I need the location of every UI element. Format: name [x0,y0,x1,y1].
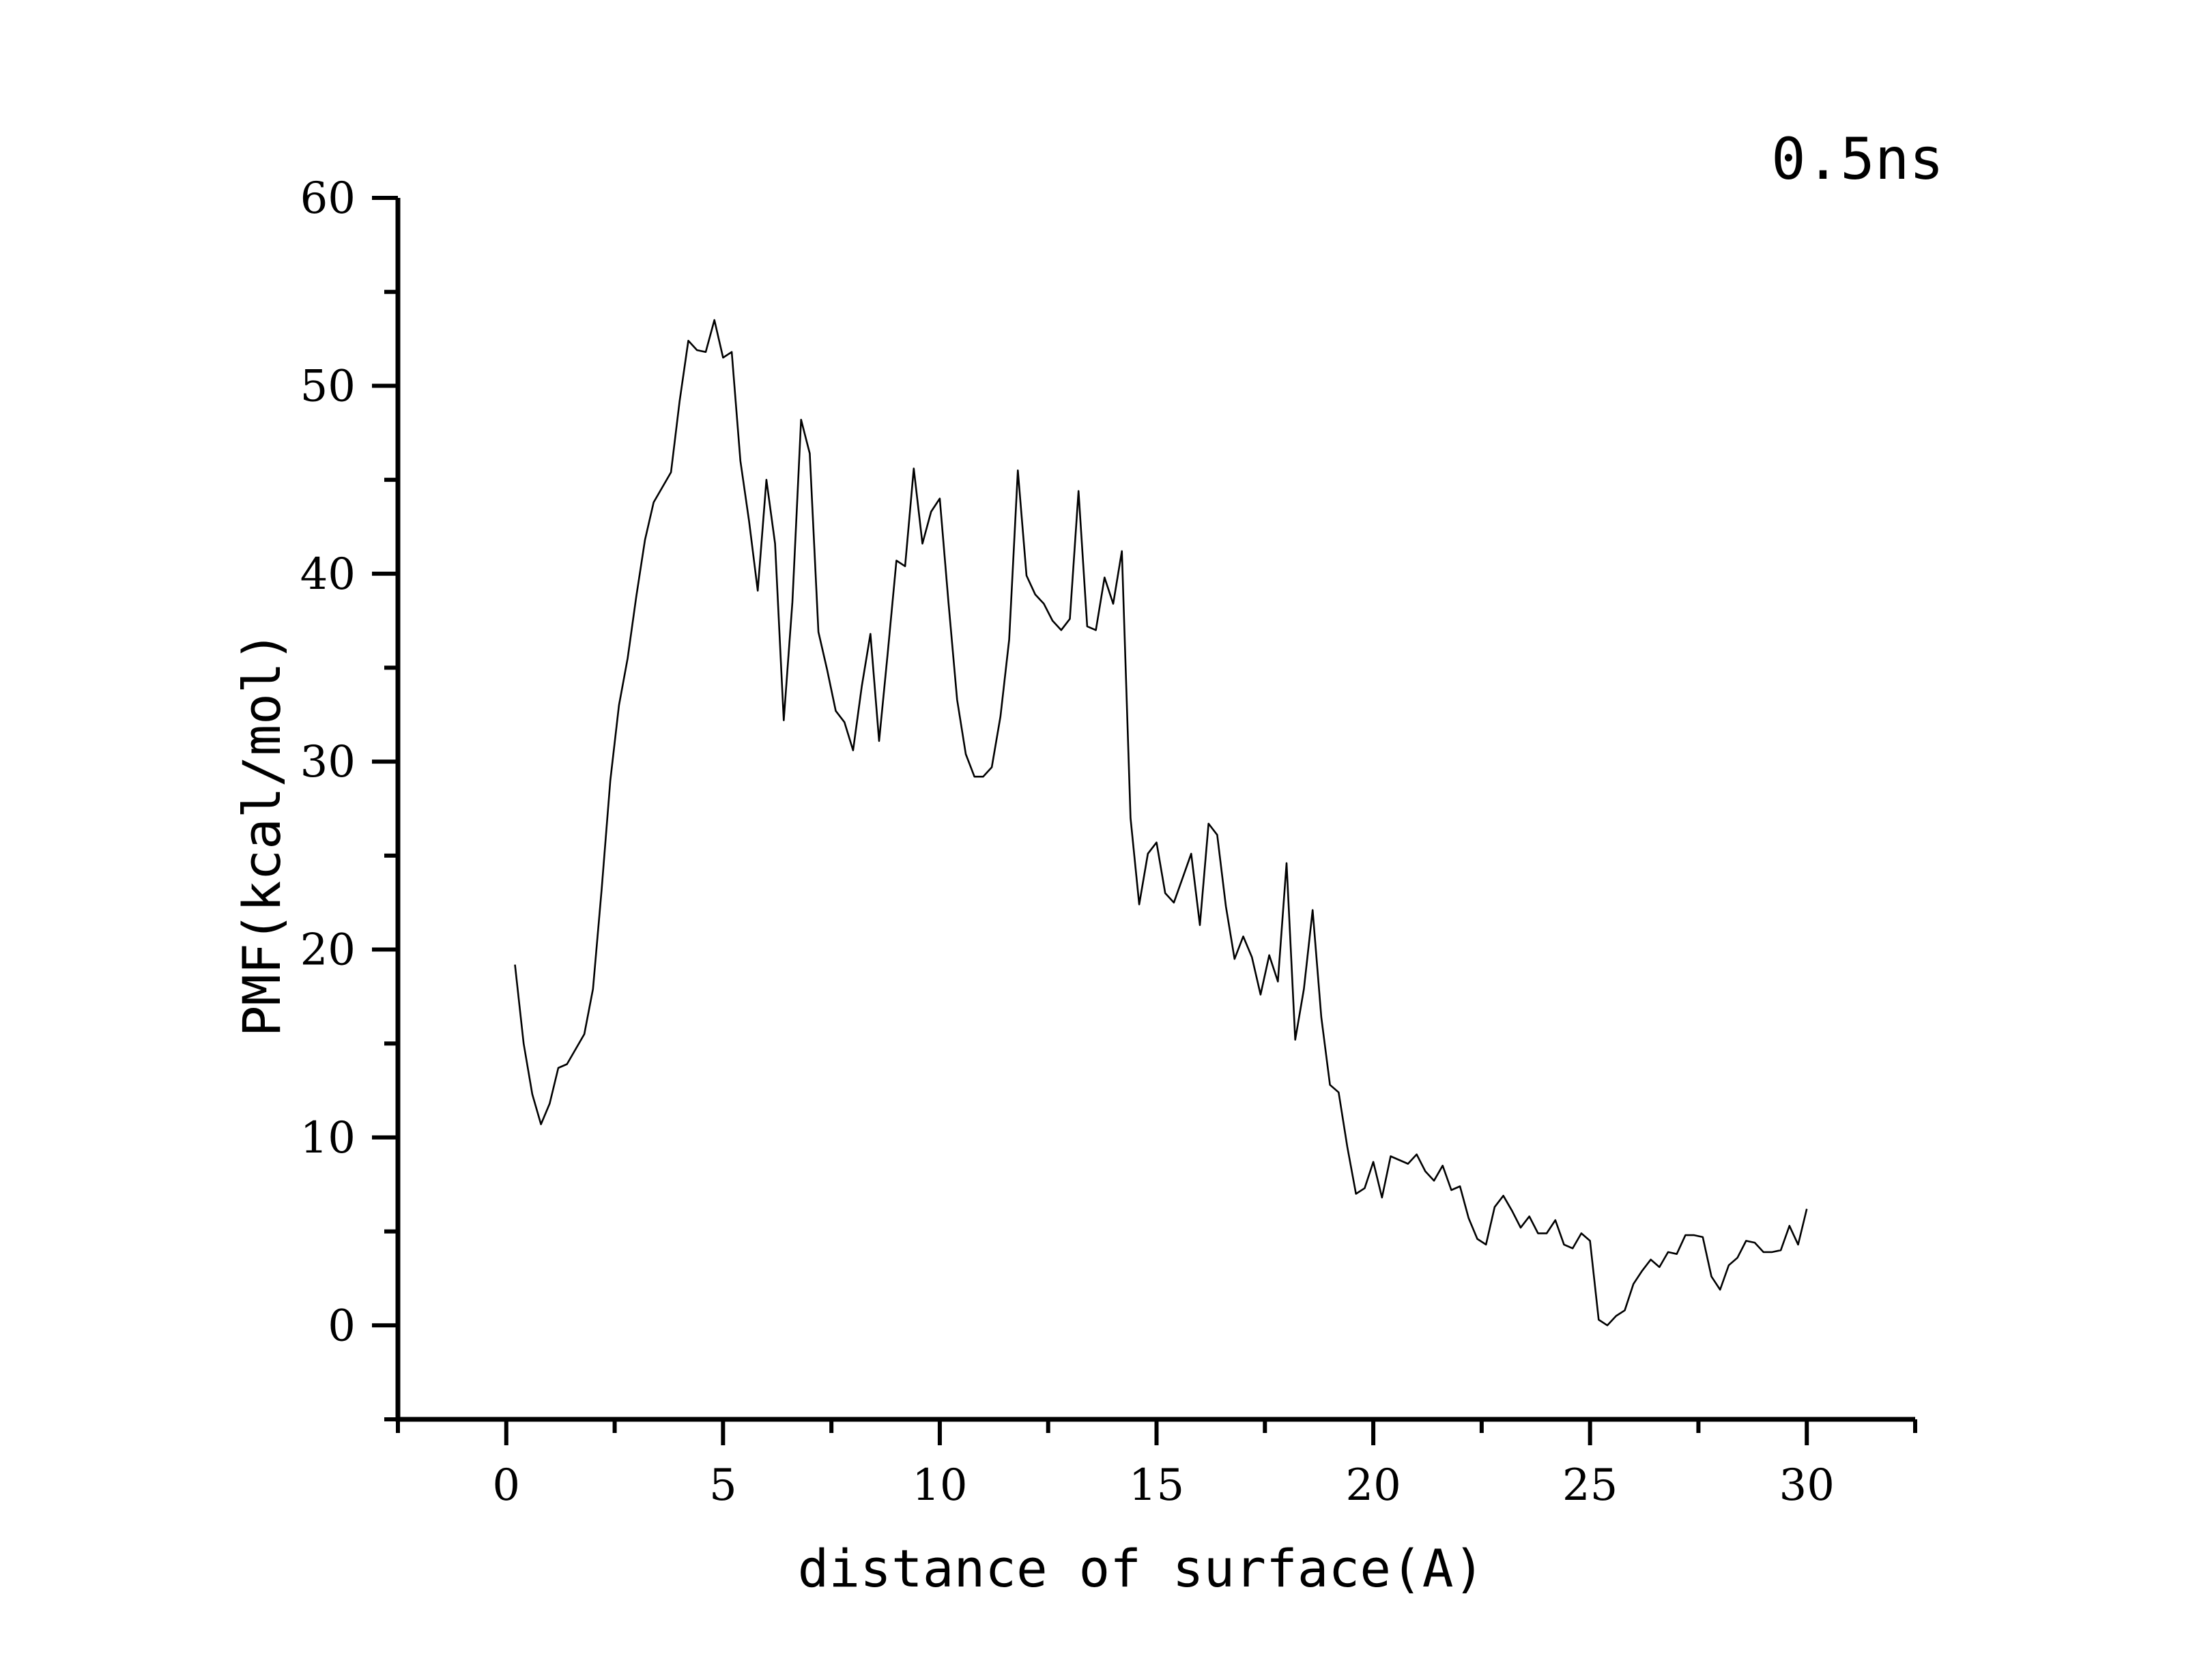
y-tick-label: 40 [300,549,356,600]
series-line-pmf [514,319,1808,1327]
y-tick-label: 10 [300,1113,356,1163]
y-tick-label: 60 [300,173,356,224]
x-major-ticks [504,1419,1809,1445]
y-tick-labels: 0 10 20 30 40 50 60 [300,173,356,1351]
x-tick-label: 25 [1562,1460,1618,1511]
x-tick-label: 20 [1345,1460,1401,1511]
y-axis-title: PMF(kcal/mol) [231,631,292,1037]
x-tick-labels: 0 5 10 15 20 25 30 [492,1460,1835,1511]
y-tick-label: 20 [300,925,356,976]
x-tick-label: 15 [1129,1460,1184,1511]
x-axis-title: distance of surface(A) [798,1538,1485,1599]
x-tick-label: 0 [492,1460,520,1511]
y-tick-label: 0 [328,1301,356,1351]
x-tick-label: 5 [709,1460,737,1511]
y-minor-ticks [384,289,398,1421]
chart-annotation: 0.5ns [1771,126,1944,192]
y-tick-label: 50 [300,361,356,411]
x-tick-label: 30 [1779,1460,1834,1511]
y-tick-label: 30 [300,737,356,787]
x-tick-label: 10 [912,1460,967,1511]
y-major-ticks [372,196,398,1328]
